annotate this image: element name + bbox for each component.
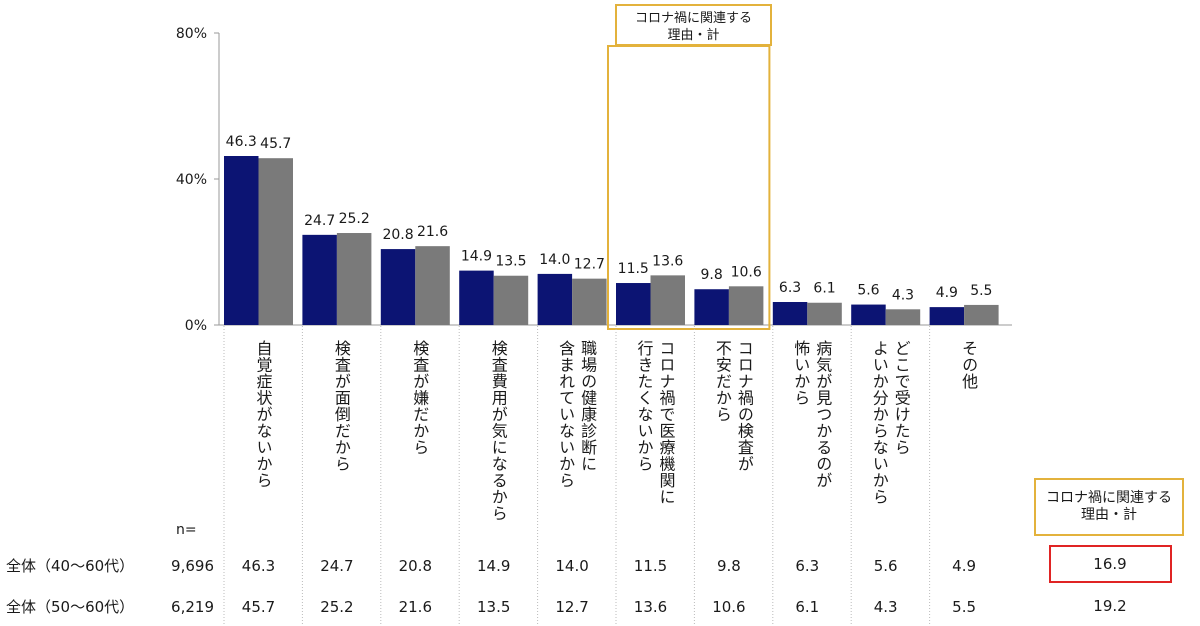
data-label: 10.6 [731, 264, 762, 280]
category-label: 検査費用が気になるから [488, 340, 508, 522]
category-label: コロナ禍で医療機関に 行きたくないから [634, 340, 676, 505]
y-tick-label: 80% [176, 26, 207, 42]
table-cell: 5.5 [952, 598, 977, 616]
bar [459, 270, 494, 325]
bar [415, 246, 450, 325]
data-label: 13.6 [652, 253, 683, 269]
bar [851, 304, 886, 325]
bar [772, 302, 808, 325]
category-label: どこで受けたら よいか分からないから [869, 340, 911, 505]
n-header: n= [176, 522, 197, 538]
table-cell: 10.6 [712, 598, 746, 616]
bar [694, 289, 729, 325]
table-cell: 4.3 [873, 598, 898, 616]
category-label: その他 [959, 340, 979, 390]
data-label: 25.2 [339, 211, 370, 227]
table-cell: 5.6 [873, 557, 898, 575]
bar [493, 275, 529, 325]
category-label: 検査が嫌だから [410, 340, 430, 456]
data-label: 5.6 [857, 283, 879, 299]
table-cell: 46.3 [241, 557, 276, 575]
table-cell: 14.9 [476, 557, 511, 575]
data-label: 9.8 [701, 267, 723, 283]
bar [929, 307, 965, 325]
n-value-40-60: 9,696 [171, 557, 214, 575]
covid-total-40-60: 16.9 [1093, 555, 1127, 573]
y-tick-label: 0% [185, 318, 207, 334]
covid-highlight-frame [607, 45, 771, 330]
bar [728, 286, 764, 325]
category-label: 職場の健康診断に 含まれていないから [556, 340, 598, 489]
table-cell: 13.5 [476, 598, 511, 616]
bar [336, 233, 372, 325]
bar [885, 309, 921, 325]
data-label: 6.3 [779, 280, 801, 296]
table-cell: 24.7 [320, 557, 354, 575]
bar [537, 273, 573, 325]
table-cell: 20.8 [398, 557, 432, 575]
table-cell: 6.1 [795, 598, 820, 616]
data-label: 14.0 [539, 252, 570, 268]
bar [650, 275, 685, 325]
bar [302, 234, 337, 325]
data-label: 24.7 [304, 213, 335, 229]
data-label: 5.5 [970, 283, 992, 299]
chart-bars [224, 156, 999, 325]
table-cell: 11.5 [633, 557, 668, 575]
row-label-40-60: 全体（40〜60代） [6, 557, 135, 575]
bar [616, 283, 651, 325]
category-label: 病気が見つかるのが 怖いから [791, 340, 833, 489]
covid-highlight-label-top: コロナ禍に関連する 理由・計 [615, 4, 772, 46]
category-label: コロナ禍の検査が 不安だから [712, 340, 754, 472]
data-label: 12.7 [574, 257, 605, 273]
data-label: 4.9 [936, 285, 958, 301]
table-separators [223, 326, 931, 626]
table-cell: 13.6 [633, 598, 668, 616]
table-cell: 21.6 [398, 598, 432, 616]
table-cell: 14.0 [555, 557, 589, 575]
bar [807, 302, 842, 325]
category-label: 検査が面倒だから [331, 340, 351, 472]
y-tick-label: 40% [176, 172, 207, 188]
row-label-50-60: 全体（50〜60代） [6, 598, 135, 616]
table-cell: 45.7 [241, 598, 276, 616]
data-label: 4.3 [892, 287, 914, 303]
data-labels: 46.3 45.7 24.7 25.2 20.8 21.6 14.9 13.5 14.0 12.7… [226, 134, 993, 303]
data-label: 45.7 [260, 136, 291, 152]
data-label: 11.5 [618, 261, 649, 277]
covid-total-50-60: 19.2 [1093, 597, 1127, 615]
covid-total-header: コロナ禍に関連する 理由・計 [1034, 478, 1184, 536]
data-label: 20.8 [382, 227, 413, 243]
bar [964, 304, 999, 325]
data-label: 46.3 [226, 134, 257, 150]
table-cell: 4.9 [952, 557, 977, 575]
bar [258, 158, 293, 325]
data-label: 21.6 [417, 224, 448, 240]
bar [380, 249, 416, 325]
table-cell: 9.8 [716, 557, 741, 575]
highlight-total-box [1049, 545, 1172, 583]
category-label: 自覚症状がないから [253, 340, 273, 489]
n-value-50-60: 6,219 [171, 598, 214, 616]
bar [572, 278, 607, 325]
table-cell: 25.2 [320, 598, 354, 616]
bar [224, 156, 259, 325]
data-label: 13.5 [495, 254, 526, 270]
table-cell: 6.3 [795, 557, 820, 575]
data-label: 6.1 [813, 281, 835, 297]
data-label: 14.9 [461, 249, 492, 265]
table-cell: 12.7 [555, 598, 589, 616]
